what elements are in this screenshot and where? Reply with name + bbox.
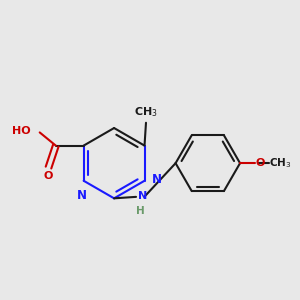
Text: N: N <box>77 189 87 202</box>
Text: CH$_3$: CH$_3$ <box>269 156 292 170</box>
Text: N: N <box>152 173 162 186</box>
Text: CH$_3$: CH$_3$ <box>134 105 158 119</box>
Text: O: O <box>43 171 52 181</box>
Text: H: H <box>136 206 145 216</box>
Text: O: O <box>256 158 265 168</box>
Text: HO: HO <box>12 126 31 136</box>
Text: N: N <box>138 191 148 201</box>
